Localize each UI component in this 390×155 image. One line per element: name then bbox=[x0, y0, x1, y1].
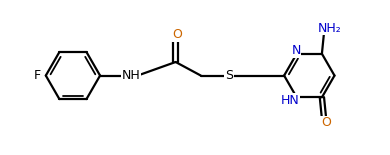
Text: F: F bbox=[34, 69, 41, 82]
Text: HN: HN bbox=[280, 94, 299, 107]
Text: N: N bbox=[291, 44, 301, 57]
Text: O: O bbox=[321, 116, 331, 129]
Text: NH₂: NH₂ bbox=[318, 22, 342, 35]
Text: O: O bbox=[173, 28, 183, 41]
Text: NH: NH bbox=[122, 69, 140, 82]
Text: S: S bbox=[225, 69, 233, 82]
